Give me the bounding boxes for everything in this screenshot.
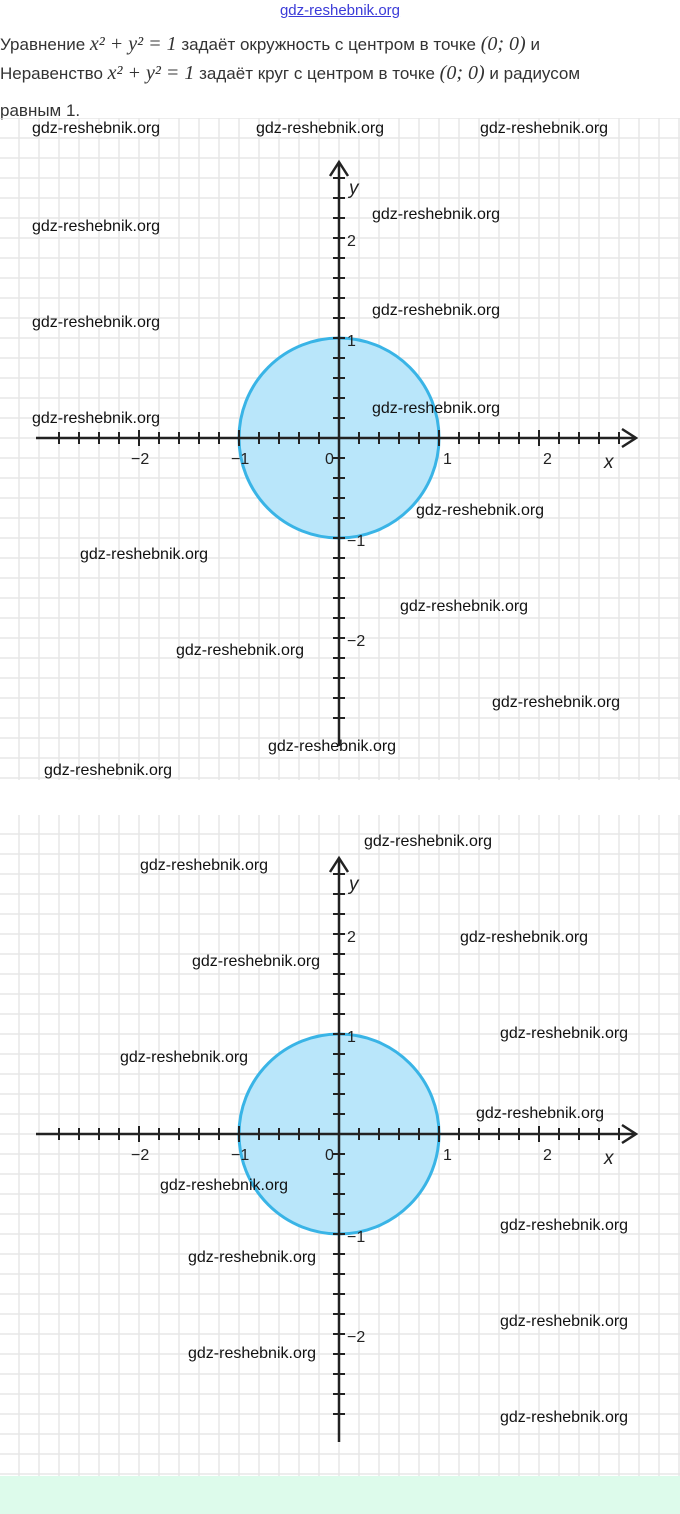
text: задаёт окружность с центром в точке <box>181 35 476 54</box>
watermark: gdz-reshebnik.org <box>500 1217 629 1234</box>
watermark: gdz-reshebnik.org <box>256 120 385 137</box>
text: Неравенство <box>0 64 103 83</box>
math-point: (0; 0) <box>480 33 526 55</box>
watermark: gdz-reshebnik.org <box>188 1345 317 1362</box>
x-tick-label: 0 <box>325 451 334 468</box>
watermark: gdz-reshebnik.org <box>140 857 269 874</box>
y-axis-arrow <box>328 159 350 177</box>
y-tick-label: −2 <box>347 1329 365 1346</box>
x-tick-label: 0 <box>325 1147 334 1164</box>
header-watermark-link[interactable]: gdz-reshebnik.org <box>279 2 401 19</box>
math-point: (0; 0) <box>439 62 485 84</box>
watermark: gdz-reshebnik.org <box>80 546 209 563</box>
y-tick-label: 2 <box>347 929 356 946</box>
x-tick-label: −2 <box>131 451 149 468</box>
watermark: gdz-reshebnik.org <box>492 694 621 711</box>
graph-circle-2: −2 −1 0 1 2 2 1 −1 −2 x y gdz-reshebnik.org gdz-resh… <box>0 815 680 1476</box>
graph-svg: −2 −1 0 1 2 2 1 −1 −2 x y <box>0 117 680 780</box>
y-axis-arrow <box>328 855 350 873</box>
x-axis-arrow <box>621 427 639 449</box>
text: задаёт круг с центром в точке <box>199 64 435 83</box>
watermark: gdz-reshebnik.org <box>188 1249 317 1266</box>
text: равным 1. <box>0 101 81 120</box>
watermark: gdz-reshebnik.org <box>192 953 321 970</box>
y-tick-label: 1 <box>347 333 356 350</box>
math-equation: x² + y² = 1 <box>89 33 177 55</box>
watermark: gdz-reshebnik.org <box>364 833 493 850</box>
y-tick-label: 1 <box>347 1029 356 1046</box>
watermark: gdz-reshebnik.org <box>32 410 161 427</box>
x-axis-arrow <box>621 1123 639 1145</box>
watermark: gdz-reshebnik.org <box>176 642 305 659</box>
x-tick-label: −1 <box>231 451 249 468</box>
watermark: gdz-reshebnik.org <box>120 1049 249 1066</box>
watermark: gdz-reshebnik.org <box>460 929 589 946</box>
math-inequality: x² + y² = 1 <box>107 62 195 84</box>
watermark: gdz-reshebnik.org <box>372 302 501 319</box>
y-tick-label: −2 <box>347 633 365 650</box>
text: и радиусом <box>489 64 581 83</box>
y-tick-label: 2 <box>347 233 356 250</box>
watermark: gdz-reshebnik.org <box>32 314 161 331</box>
watermark: gdz-reshebnik.org <box>32 218 161 235</box>
x-tick-label: 2 <box>543 451 552 468</box>
watermark: gdz-reshebnik.org <box>476 1105 605 1122</box>
watermark: gdz-reshebnik.org <box>372 206 501 223</box>
watermark: gdz-reshebnik.org <box>372 400 501 417</box>
y-axis-label: y <box>347 874 360 895</box>
watermark: gdz-reshebnik.org <box>32 120 161 137</box>
y-axis-label: y <box>347 178 360 199</box>
x-tick-label: 1 <box>443 451 452 468</box>
watermark: gdz-reshebnik.org <box>416 502 545 519</box>
text: Уравнение <box>0 35 86 54</box>
x-tick-label: −1 <box>231 1147 249 1164</box>
watermark: gdz-reshebnik.org <box>480 120 609 137</box>
watermark: gdz-reshebnik.org <box>500 1025 629 1042</box>
watermark: gdz-reshebnik.org <box>268 738 397 755</box>
x-axis-label: x <box>603 452 615 473</box>
y-tick-label: −1 <box>347 533 365 550</box>
watermark: gdz-reshebnik.org <box>160 1177 289 1194</box>
watermark: gdz-reshebnik.org <box>500 1313 629 1330</box>
x-axis-label: x <box>603 1148 615 1169</box>
watermark: gdz-reshebnik.org <box>44 762 173 779</box>
text: и <box>530 35 540 54</box>
graph-svg: −2 −1 0 1 2 2 1 −1 −2 x y <box>0 815 680 1476</box>
graph-circle-1: −2 −1 0 1 2 2 1 −1 −2 x y gdz-reshebnik.org gdz-resh… <box>0 117 680 780</box>
watermark: gdz-reshebnik.org <box>500 1409 629 1426</box>
paragraph: Уравнение x² + y² = 1 задаёт окружность … <box>0 30 680 125</box>
x-tick-label: 1 <box>443 1147 452 1164</box>
y-tick-label: −1 <box>347 1229 365 1246</box>
x-tick-label: −2 <box>131 1147 149 1164</box>
x-tick-label: 2 <box>543 1147 552 1164</box>
bottom-band <box>0 1476 680 1514</box>
watermark: gdz-reshebnik.org <box>400 598 529 615</box>
